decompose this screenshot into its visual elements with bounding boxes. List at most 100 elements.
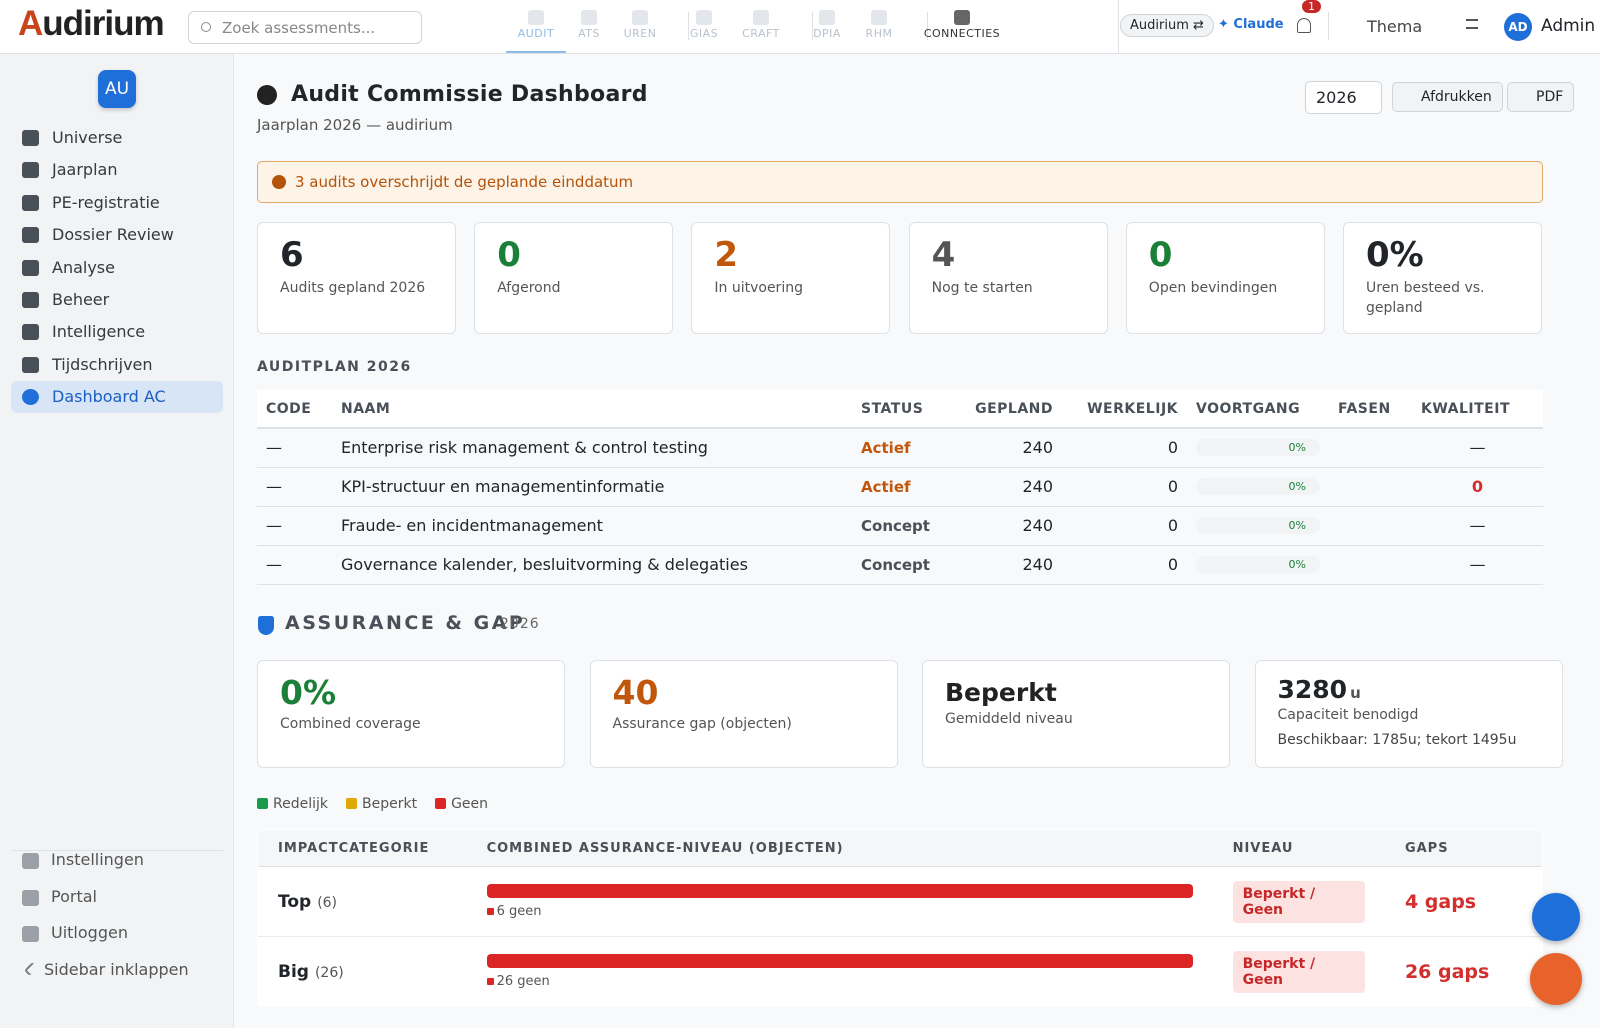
cell-phases xyxy=(1329,467,1412,507)
sidebar-item[interactable]: Intelligence xyxy=(11,316,223,348)
cell-actual: 0 xyxy=(1062,428,1187,468)
card-label: Gemiddeld niveau xyxy=(945,711,1073,727)
nav-item[interactable]: CONNECTIES xyxy=(922,8,1002,40)
cell-quality: — xyxy=(1412,506,1543,546)
separator xyxy=(927,12,928,40)
cell-category: Top (6) xyxy=(258,866,467,937)
sidebar-icon xyxy=(22,227,39,244)
nav-label: GIAS xyxy=(689,27,719,40)
nav-label: ATS xyxy=(578,27,600,40)
search-input[interactable]: Zoek assessments... xyxy=(188,11,422,44)
sidebar-item[interactable]: PE-registratie xyxy=(11,187,223,219)
table-body: Top (6) 6 geen Beperkt / Geen 4 gaps Big (26) 2… xyxy=(258,866,1542,1006)
theme-menu[interactable]: Thema xyxy=(1367,17,1423,36)
sidebar-item[interactable]: Beheer xyxy=(11,284,223,316)
page-subtitle: Jaarplan 2026 — audirium xyxy=(257,116,453,134)
nav-label: RHM xyxy=(865,27,893,40)
bar-caption: 26 geen xyxy=(486,974,1193,989)
sidebar-label: Uitloggen xyxy=(51,923,128,943)
legend-label: Redelijk xyxy=(273,796,328,812)
assistant-button[interactable] xyxy=(1530,953,1582,1005)
legend-item: Geen xyxy=(435,796,488,812)
caption-text: 6 geen xyxy=(496,904,542,919)
kpi-card: 0 Afgerond xyxy=(474,222,674,334)
pdf-button[interactable]: PDF xyxy=(1507,82,1575,112)
table-row: — Enterprise risk management & control te… xyxy=(257,428,1543,468)
nav-icon xyxy=(696,10,712,25)
cell-progress: 0% xyxy=(1187,545,1329,585)
year-select[interactable]: 2026 xyxy=(1305,81,1382,114)
column-header: GAPS xyxy=(1384,830,1542,867)
topbar: Audirium Zoek assessments... Audirium ⇄ … xyxy=(0,0,1600,54)
cell-gaps: 26 gaps xyxy=(1384,936,1542,1006)
kpi-card: 6 Audits gepland 2026 xyxy=(257,222,456,334)
sidebar-label: Beheer xyxy=(52,290,110,309)
nav-item[interactable]: DPIA xyxy=(787,8,867,40)
cell-planned: 240 xyxy=(957,428,1062,468)
kpi-value: 0% xyxy=(1366,235,1424,275)
table-row: — KPI-structuur en managementinformatie Ac… xyxy=(257,467,1543,507)
logo[interactable]: Audirium xyxy=(18,4,165,43)
separator xyxy=(1328,12,1329,40)
sidebar-label: Sidebar inklappen xyxy=(44,959,189,979)
cell-status: Concept xyxy=(852,545,957,585)
cell-code: — xyxy=(257,545,332,585)
sidebar: AU Universe Jaarplan PE-registratie Dossier… xyxy=(0,54,234,1028)
category-count: (26) xyxy=(314,964,344,981)
bell-icon[interactable] xyxy=(1297,18,1311,33)
legend-label: Geen xyxy=(451,796,489,812)
nav-item[interactable]: UREN xyxy=(600,8,680,40)
sidebar-item[interactable]: Dossier Review xyxy=(11,219,223,251)
menu-icon[interactable] xyxy=(1466,19,1478,29)
card-label: Combined coverage xyxy=(280,716,421,732)
card-label: Assurance gap (objecten) xyxy=(612,716,792,732)
kpi-card: 2 In uitvoering xyxy=(691,222,891,334)
sidebar-label: Portal xyxy=(51,886,97,906)
nav-item[interactable]: AUDIT xyxy=(506,8,566,53)
sidebar-icon xyxy=(22,292,39,308)
card-value: 0% xyxy=(280,673,337,712)
sidebar-icon xyxy=(22,259,39,276)
cell-name: Enterprise risk management & control tes… xyxy=(332,428,852,468)
user-avatar[interactable]: AD xyxy=(1504,13,1532,41)
caption-text: 26 geen xyxy=(496,974,550,989)
cell-assurance: 26 geen xyxy=(466,936,1213,1006)
print-button[interactable]: Afdrukken xyxy=(1392,82,1503,112)
sidebar-item[interactable]: Universe xyxy=(11,122,223,154)
user-name[interactable]: Admin xyxy=(1541,16,1596,36)
nav-icon xyxy=(819,10,835,25)
help-button[interactable] xyxy=(1532,893,1580,941)
nav-label: CONNECTIES xyxy=(923,27,1001,40)
nav-item[interactable]: GIAS xyxy=(664,8,744,40)
kpi-card: 0 Open bevindingen xyxy=(1125,222,1325,334)
table-row: — Governance kalender, besluitvorming & d… xyxy=(257,545,1543,585)
sidebar-item[interactable]: Dashboard AC xyxy=(11,381,223,414)
legend-item: Beperkt xyxy=(346,796,417,812)
cell-phases xyxy=(1329,545,1412,585)
nav-item[interactable]: CRAFT xyxy=(721,8,801,40)
legend-item: Redelijk xyxy=(257,796,328,812)
sidebar-footer-item[interactable]: Instellingen xyxy=(11,846,223,876)
separator xyxy=(688,12,689,40)
column-header: KWALITEIT xyxy=(1412,390,1543,429)
sidebar-footer-item[interactable]: Uitloggen xyxy=(11,919,223,949)
column-header: STATUS xyxy=(852,390,957,429)
category-name: Big xyxy=(278,961,309,982)
sidebar-footer-item[interactable]: Sidebar inklappen xyxy=(11,956,223,986)
card-value: 40 xyxy=(612,673,659,712)
sidebar-footer-item[interactable]: Portal xyxy=(11,883,223,913)
section-year: 2026 xyxy=(500,616,540,632)
nav-item[interactable]: ATS xyxy=(549,8,629,40)
sidebar-item[interactable]: Jaarplan xyxy=(11,154,223,186)
sidebar-item[interactable]: Analyse xyxy=(11,252,223,284)
sidebar-icon xyxy=(22,194,39,211)
tenant-switch[interactable]: Audirium ⇄ xyxy=(1120,14,1214,37)
column-header: FASEN xyxy=(1329,390,1412,429)
nav-icon xyxy=(632,10,648,25)
sidebar-icon xyxy=(22,130,39,146)
sidebar-item[interactable]: Tijdschrijven xyxy=(11,349,223,381)
nav-item[interactable]: RHM xyxy=(839,8,919,40)
assurance-bar xyxy=(486,884,1193,898)
assistant-link[interactable]: ✦ Claude xyxy=(1218,17,1284,32)
alert-text: 3 audits overschrijdt de geplande eindda… xyxy=(295,173,634,191)
